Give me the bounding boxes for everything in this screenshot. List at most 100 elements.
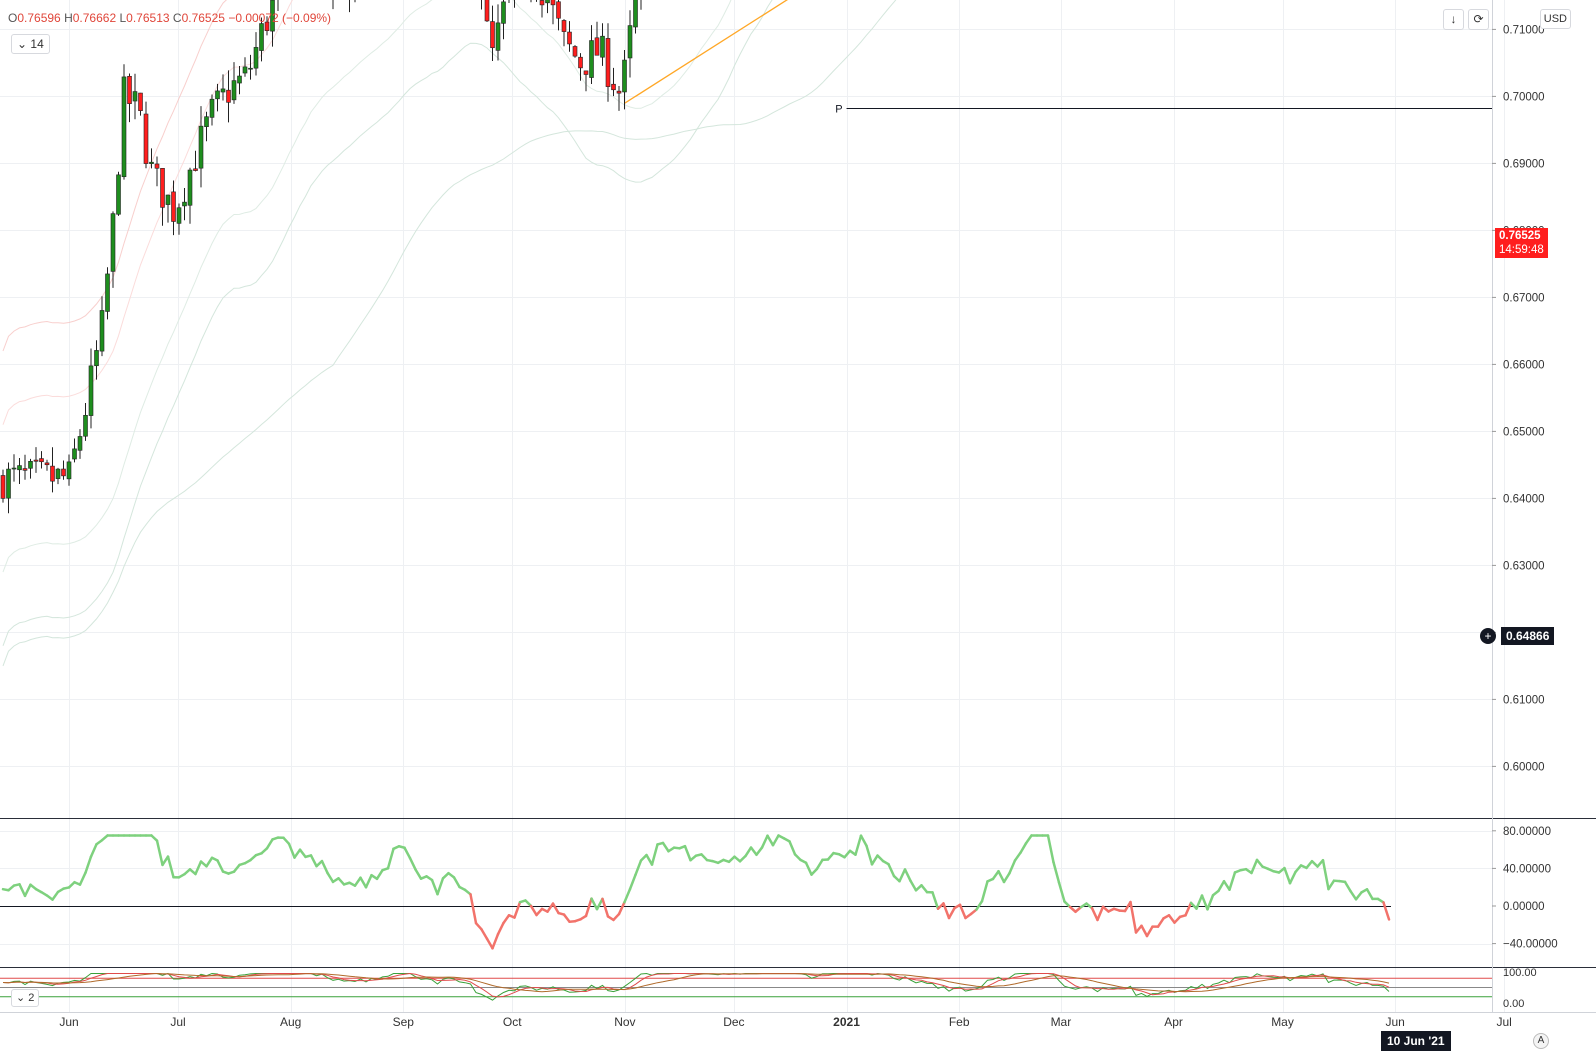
osc-tick-label: 40.00000	[1503, 863, 1551, 875]
time-tick-label: Sep	[393, 1015, 415, 1029]
candle-body	[490, 21, 495, 49]
auto-scale-button[interactable]: A	[1533, 1033, 1549, 1049]
price-tick-label: 0.63000	[1503, 560, 1545, 572]
oscillator-segment	[766, 834, 775, 847]
oscillator-segment	[205, 856, 214, 868]
candle-body	[589, 40, 594, 78]
oscillator-segment	[1349, 889, 1358, 901]
oscillator-segment	[502, 914, 511, 925]
currency-label: USD	[1543, 13, 1567, 25]
oscillator-segment	[436, 877, 445, 896]
oscillator-segment	[491, 932, 500, 950]
candle-body	[44, 462, 50, 466]
reset-chart-button[interactable]: ⟳	[1468, 9, 1489, 30]
lower-band	[2, 0, 773, 646]
oscillator-segment	[617, 900, 626, 916]
oscillator-segment	[1184, 901, 1193, 917]
currency-selector[interactable]: USD	[1539, 9, 1571, 29]
oscillator-segment	[403, 846, 412, 860]
oscillator-segment	[760, 834, 769, 849]
candle-body	[88, 365, 94, 416]
close-value: 0.76525	[181, 11, 225, 25]
crosshair-price: 0.64866	[1506, 629, 1550, 643]
oscillator-segment	[1019, 842, 1028, 854]
candle-body	[253, 47, 259, 69]
time-tick-label: Jun	[1385, 1015, 1404, 1029]
oscillator-segment	[562, 913, 571, 923]
oscillator-segment	[1145, 925, 1154, 938]
indicator2-toggle[interactable]: ⌄ 2	[11, 989, 40, 1007]
candle-body	[248, 67, 253, 70]
oscillator-segment	[700, 853, 709, 862]
add-alert-icon[interactable]: +	[1480, 628, 1496, 644]
oscillator-segment	[623, 887, 632, 904]
time-tick-label: Feb	[949, 1015, 970, 1029]
indicator-settings-toggle[interactable]: ⌄ 14	[11, 34, 50, 54]
price-tick-label: 0.67000	[1503, 292, 1545, 304]
oscillator-segment	[958, 903, 967, 920]
inner-lower-band	[2, 0, 732, 573]
oscillator-segment	[727, 855, 736, 864]
candle-body	[143, 113, 149, 164]
candle-body	[154, 163, 160, 169]
oscillator-segment	[452, 876, 461, 889]
oscillator-segment	[232, 863, 241, 873]
oscillator-segment	[375, 868, 384, 881]
oscillator-segment	[216, 859, 225, 873]
last-price-badge: 0.76525 14:59:48	[1495, 228, 1548, 258]
oscillator-segment	[359, 876, 368, 889]
oscillator-segment	[628, 873, 637, 891]
oscillator-segment	[931, 891, 940, 910]
oscillator-segment	[1288, 870, 1297, 885]
oscillator-segment	[634, 859, 643, 877]
candles	[0, 0, 642, 514]
time-tick-label: 2021	[833, 1015, 860, 1029]
candle-body	[66, 461, 72, 480]
oscillator-segment	[584, 897, 593, 918]
oscillator-segment	[1052, 860, 1061, 884]
oscillator-segment	[650, 843, 659, 866]
oscillator-segment	[980, 880, 989, 903]
oscillator-segment	[755, 846, 764, 857]
stoch-slow-line	[2, 972, 1390, 993]
candle-body	[627, 25, 633, 59]
time-tick-label: Jun	[59, 1015, 78, 1029]
oscillator-segment	[150, 834, 159, 842]
oscillator-segment	[1382, 901, 1391, 921]
candle-body	[0, 475, 6, 499]
oscillator-segment	[293, 848, 302, 859]
oscillator-segment	[414, 868, 423, 880]
candle-body	[231, 80, 237, 101]
candle-body	[578, 56, 583, 69]
oscillator-segment	[749, 846, 758, 857]
scroll-to-latest-button[interactable]: ↓	[1443, 9, 1464, 30]
arrow-down-icon: ↓	[1450, 12, 1457, 26]
candle-body	[622, 59, 627, 93]
candle-body	[501, 1, 506, 24]
osc-tick-label: −40.00000	[1503, 939, 1558, 951]
candle-body	[6, 468, 11, 499]
long-ma	[2, 0, 897, 667]
candle-body	[193, 168, 198, 171]
bar-countdown: 14:59:48	[1499, 244, 1544, 256]
oscillator-segment	[997, 870, 1006, 884]
oscillator-segment	[1008, 859, 1017, 875]
candle-body	[182, 201, 187, 207]
oscillator-segment	[947, 906, 956, 920]
candle-body	[572, 46, 578, 57]
candle-body	[83, 415, 88, 437]
indicator2-length: 2	[28, 992, 35, 1004]
oscillator-segment	[639, 853, 648, 862]
candle-body	[209, 98, 215, 118]
grid	[0, 0, 1505, 1012]
oscillator-segment	[1310, 859, 1319, 868]
candle-body	[605, 38, 611, 87]
oscillator-segment	[804, 861, 813, 876]
crosshair-price-badge: 0.64866	[1501, 627, 1555, 645]
oscillator-segment	[265, 838, 274, 850]
oscillator-segment	[1343, 880, 1352, 893]
ohlc-legend: O0.76596 H0.76662 L0.76513 C0.76525 −0.0…	[8, 11, 331, 25]
candle-body	[198, 125, 204, 169]
time-tick-label: Jul	[1496, 1015, 1511, 1029]
